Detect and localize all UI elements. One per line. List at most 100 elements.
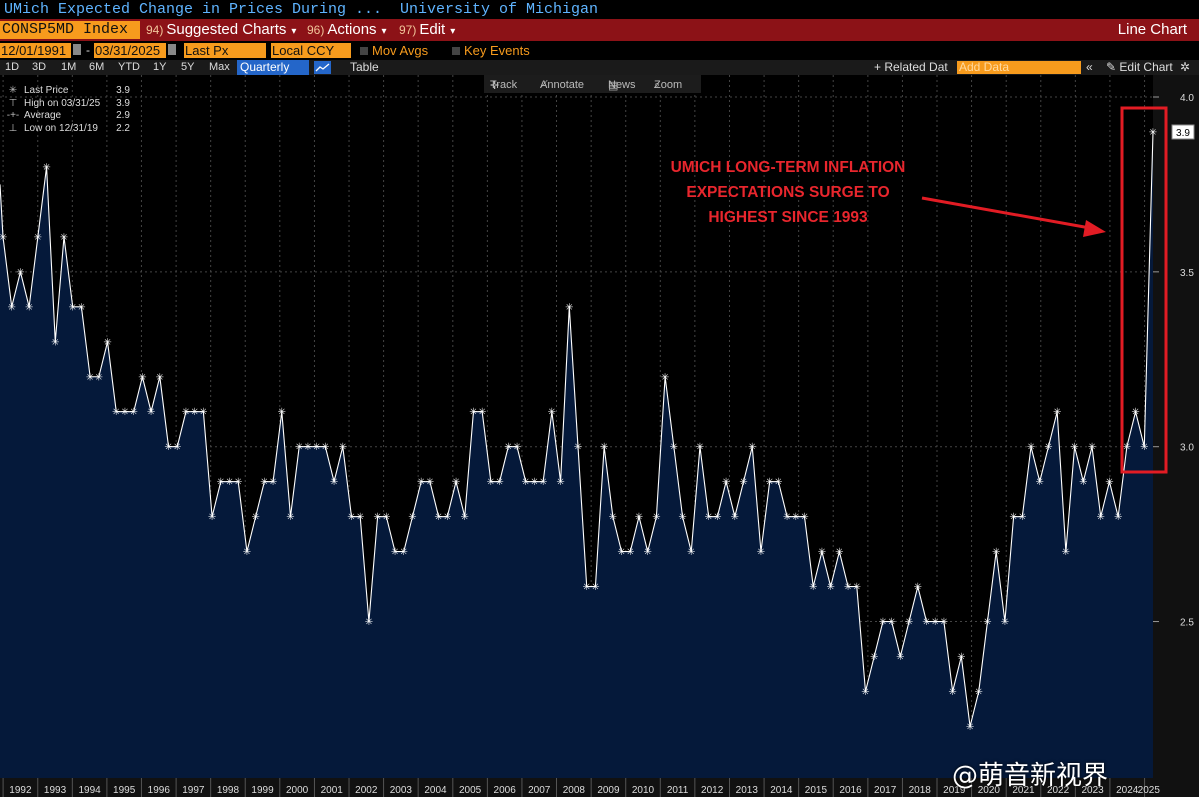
- edit-chart-button[interactable]: ✎ Edit Chart: [1106, 60, 1173, 74]
- related-data-button[interactable]: + Related Dat: [874, 60, 948, 74]
- data-point: ✳: [530, 477, 538, 488]
- data-point: ✳: [400, 547, 408, 558]
- x-tick-label: 2018: [909, 785, 932, 796]
- chart-annotation: UMICH LONG-TERM INFLATION EXPECTATIONS S…: [628, 155, 948, 230]
- actions-button[interactable]: 96) Actions ▾: [307, 21, 387, 38]
- data-point: ✳: [225, 477, 233, 488]
- x-tick-label: 1995: [113, 785, 136, 796]
- end-date-input[interactable]: 03/31/2025: [94, 43, 166, 58]
- data-point: ✳: [243, 547, 251, 558]
- data-point: ✳: [539, 477, 547, 488]
- calendar-icon[interactable]: [168, 44, 176, 55]
- data-point: ✳: [556, 477, 564, 488]
- annotation-arrow: [921, 196, 1091, 230]
- data-point: ✳: [147, 407, 155, 418]
- data-point: ✳: [234, 477, 242, 488]
- x-tick-label: 2009: [597, 785, 620, 796]
- line-chart-icon[interactable]: [314, 61, 331, 74]
- data-source: University of Michigan: [400, 1, 599, 18]
- x-tick-label: 2022: [1047, 785, 1070, 796]
- x-tick-label: 2008: [563, 785, 586, 796]
- data-point: ✳: [644, 547, 652, 558]
- data-point: ✳: [914, 582, 922, 593]
- data-point: ✳: [0, 232, 7, 243]
- frequency-select[interactable]: Quarterly: [237, 60, 309, 75]
- start-date-input[interactable]: 12/01/1991: [0, 43, 71, 58]
- edit-button[interactable]: 97) Edit ▾: [399, 21, 456, 38]
- range-6m-button[interactable]: 6M: [89, 61, 105, 73]
- data-point: ✳: [339, 442, 347, 453]
- data-point: ✳: [583, 582, 591, 593]
- annotation-line: UMICH LONG-TERM INFLATION: [670, 159, 906, 176]
- data-point: ✳: [957, 652, 965, 663]
- price-field-select[interactable]: Last Px: [184, 43, 266, 58]
- highlight-box: [1120, 106, 1168, 474]
- arrow-head: [1083, 220, 1106, 237]
- range-ytd-button[interactable]: YTD: [118, 61, 140, 73]
- data-point: ✳: [1114, 512, 1122, 523]
- range-1d-button[interactable]: 1D: [5, 61, 20, 73]
- data-point: ✳: [1070, 442, 1078, 453]
- range-5y-button[interactable]: 5Y: [181, 61, 195, 73]
- x-tick-label: 1999: [251, 785, 274, 796]
- data-point: ✳: [1001, 617, 1009, 628]
- data-point: ✳: [77, 302, 85, 313]
- data-point: ✳: [217, 477, 225, 488]
- suggested-charts-button[interactable]: 94) Suggested Charts ▾: [146, 21, 297, 38]
- data-point: ✳: [748, 442, 756, 453]
- data-point: ✳: [513, 442, 521, 453]
- data-point: ✳: [1079, 477, 1087, 488]
- annotation-line: HIGHEST SINCE 1993: [708, 209, 868, 226]
- table-button[interactable]: Table: [350, 60, 379, 74]
- gear-icon[interactable]: ✲: [1180, 60, 1191, 74]
- add-data-input[interactable]: Add Data: [957, 61, 1081, 74]
- data-point: ✳: [887, 617, 895, 628]
- data-point: ✳: [966, 722, 974, 733]
- range-max-button[interactable]: Max: [209, 61, 230, 73]
- data-point: ✳: [129, 407, 137, 418]
- data-point: ✳: [600, 442, 608, 453]
- x-tick-label: 2012: [701, 785, 724, 796]
- data-point: ✳: [190, 407, 198, 418]
- calendar-icon[interactable]: [73, 44, 81, 55]
- chevron-down-icon: ▾: [450, 26, 456, 37]
- data-point: ✳: [774, 477, 782, 488]
- data-point: ✳: [992, 547, 1000, 558]
- x-tick-label: 2004: [424, 785, 447, 796]
- x-tick-label: 2005: [459, 785, 482, 796]
- data-point: ✳: [704, 512, 712, 523]
- range-1m-button[interactable]: 1M: [61, 61, 77, 73]
- data-point: ✳: [469, 407, 477, 418]
- collapse-icon[interactable]: «: [1086, 60, 1093, 74]
- currency-select[interactable]: Local CCY: [271, 43, 351, 58]
- data-point: ✳: [696, 442, 704, 453]
- x-axis: 1992 1993 1994 1995 1996 1997 1998 1999 2000 2001…: [2, 778, 1160, 797]
- data-point: ✳: [975, 687, 983, 698]
- checkbox-icon: [452, 47, 460, 55]
- data-point: ✳: [103, 337, 111, 348]
- x-tick-label: 2016: [839, 785, 862, 796]
- data-point: ✳: [121, 407, 129, 418]
- mov-avgs-toggle[interactable]: Mov Avgs: [360, 43, 428, 58]
- range-1y-button[interactable]: 1Y: [153, 61, 167, 73]
- x-tick-label: 1997: [182, 785, 205, 796]
- data-point: ✳: [382, 512, 390, 523]
- data-point: ✳: [626, 547, 634, 558]
- data-point: ✳: [826, 582, 834, 593]
- annotate-icon: ⟋: [540, 79, 548, 91]
- data-point: ✳: [391, 547, 399, 558]
- line-chart-glyph: [315, 63, 330, 72]
- data-point: ✳: [156, 372, 164, 383]
- watermark: @萌音新视界: [952, 761, 1109, 791]
- ticker-field[interactable]: CONSP5MD Index: [0, 21, 140, 39]
- data-point: ✳: [495, 477, 503, 488]
- data-point: ✳: [112, 407, 120, 418]
- chart-legend: ✳ Last Price 3.9 ⊤ High on 03/31/25 3.9 -+- A…: [6, 85, 130, 136]
- key-events-toggle[interactable]: Key Events: [452, 43, 530, 58]
- x-tick-label: 1994: [78, 785, 101, 796]
- data-point: ✳: [1131, 407, 1139, 418]
- data-point: ✳: [1105, 477, 1113, 488]
- data-point: ✳: [609, 512, 617, 523]
- data-point: ✳: [269, 477, 277, 488]
- range-3d-button[interactable]: 3D: [32, 61, 47, 73]
